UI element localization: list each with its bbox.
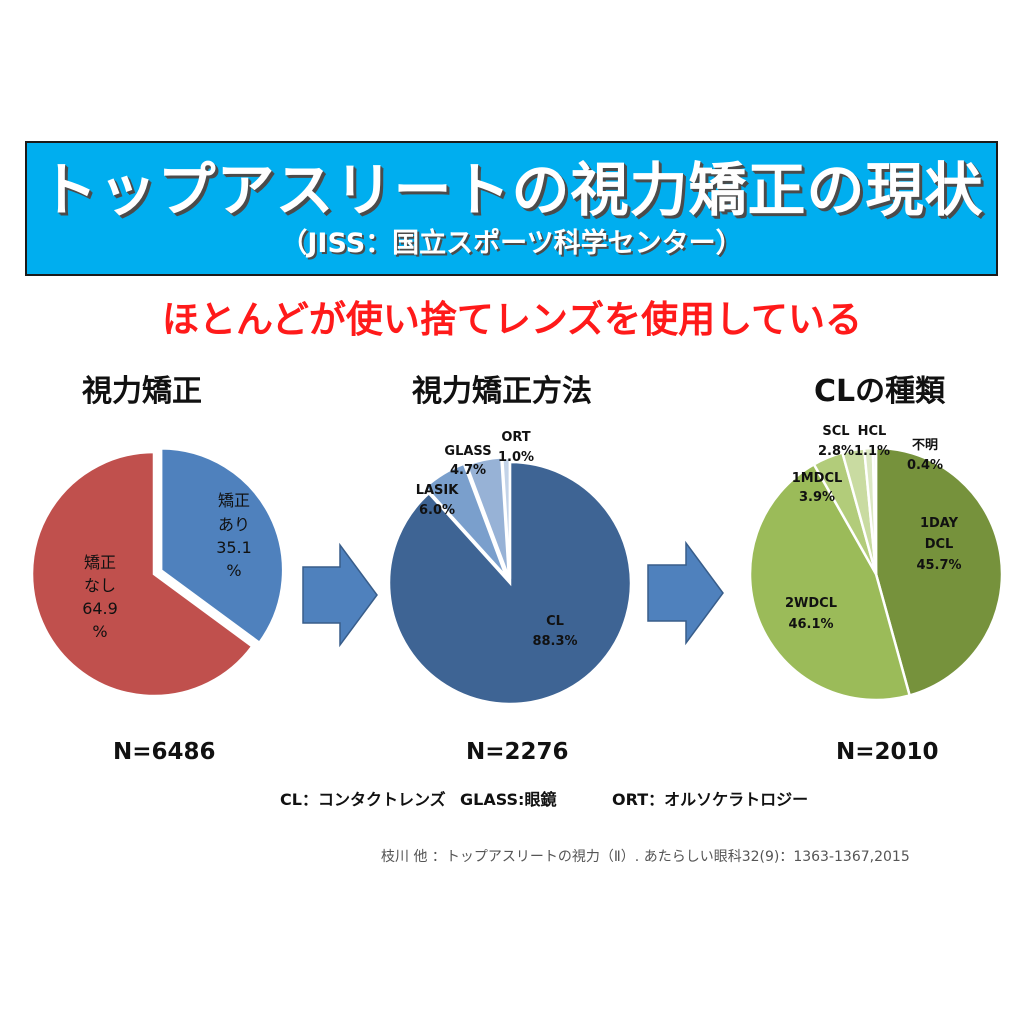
pie1-label-none-2: なし [84, 576, 116, 595]
pie3-value-2w: 46.1% [788, 617, 833, 632]
pie3-label-1day-2: DCL [925, 537, 954, 552]
pie2-label-ort: ORT [501, 430, 530, 445]
chart3-n-label: N=2010 [836, 739, 939, 765]
title-banner: トップアスリートの視力矯正の現状 （JISS：国立スポーツ科学センター） [25, 141, 998, 276]
pie1-pct-yes: % [226, 561, 241, 580]
page-subtitle: （JISS：国立スポーツ科学センター） [280, 228, 743, 259]
pie1-slice-0 [159, 447, 285, 645]
pie3-value-unknown: 0.4% [907, 458, 943, 473]
pie2-value-glass: 4.7% [450, 463, 486, 478]
pie2-label-cl: CL [546, 614, 564, 629]
pie3-slice-5 [871, 446, 878, 575]
pie2-label-lasik: LASIK [416, 483, 460, 498]
pie3-label-hcl: HCL [858, 424, 887, 439]
pie2-slice-3 [500, 456, 512, 580]
arrow-right-icon [647, 540, 724, 646]
abbr-cl: CL：コンタクトレンズ [280, 790, 446, 809]
pie2-value-ort: 1.0% [498, 450, 534, 465]
pie3-label-scl: SCL [822, 424, 849, 439]
pie1-label-yes-1: 矯正 [218, 491, 250, 510]
pie2-value-lasik: 6.0% [419, 503, 455, 518]
pie2-slice-1 [423, 462, 508, 578]
pie3-slice-0 [874, 446, 1004, 697]
pie2-label-glass: GLASS [444, 444, 491, 459]
chart1-title: 視力矯正 [82, 374, 202, 409]
chart1-n-label: N=6486 [113, 739, 216, 765]
citation: 枝川 他 ：トップアスリートの視力（Ⅱ）. あたらしい眼科32(9)：1363-… [381, 849, 910, 865]
abbr-ort: ORT：オルソケラトロジー [612, 790, 809, 809]
pie-chart-vision-correction [30, 447, 285, 698]
pie3-slice-1 [748, 462, 912, 702]
headline: ほとんどが使い捨てレンズを使用している [161, 298, 863, 341]
pie3-label-1m: 1MDCL [792, 471, 843, 486]
pie3-value-1day: 45.7% [916, 558, 961, 573]
pie1-label-none-1: 矯正 [84, 553, 116, 572]
chart2-n-label: N=2276 [466, 739, 569, 765]
pie2-value-cl: 88.3% [532, 634, 577, 649]
pie3-value-hcl: 1.1% [854, 444, 890, 459]
pie3-label-2w: 2WDCL [785, 596, 837, 611]
pie-chart-correction-method [387, 456, 633, 706]
pie2-slice-0 [387, 460, 633, 706]
pie3-label-unknown: 不明 [912, 438, 938, 453]
page-title: トップアスリートの視力矯正の現状 [39, 156, 984, 224]
pie1-pct-none: % [92, 622, 107, 641]
pie1-label-yes-2: あり [218, 515, 250, 534]
pie3-label-1day-1: 1DAY [920, 516, 959, 531]
chart3-title: CLの種類 [814, 374, 946, 409]
pie1-slice-1 [30, 450, 254, 698]
pie-chart-cl-type [748, 446, 1004, 702]
arrow-right-icon [302, 542, 378, 648]
pie3-value-1m: 3.9% [799, 490, 835, 505]
abbr-glass: GLASS:眼鏡 [460, 790, 557, 809]
pie3-value-scl: 2.8% [818, 444, 854, 459]
pie1-value-none: 64.9 [82, 599, 118, 618]
pie1-value-yes: 35.1 [216, 538, 252, 557]
chart2-title: 視力矯正方法 [412, 374, 592, 409]
